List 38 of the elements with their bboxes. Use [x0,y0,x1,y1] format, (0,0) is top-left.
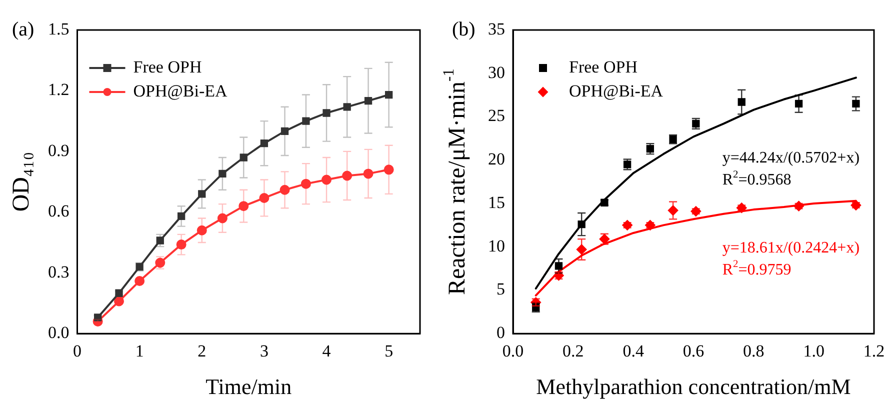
x-axis-title: Methylparathion concentration/mM [536,374,851,399]
x-tick-label: 0.2 [562,341,584,360]
y-axis-title: OD₄₁₀ [8,152,35,212]
x-tick-label: 1.0 [803,341,824,360]
x-tick-label: 3 [260,341,268,360]
x-tick-label: 0.6 [682,341,704,360]
legend-label: Free OPH [133,57,202,76]
legend-label: OPH@Bi-EA [133,81,228,100]
x-tick-label: 0.8 [743,341,764,360]
y-tick-label: 10 [488,236,505,256]
y-tick-label: 1.5 [48,19,70,38]
y-tick-label: 0.6 [48,202,70,221]
x-tick-label: 5 [384,341,394,360]
x-tick-label: 1.2 [863,341,885,360]
chart-title: (a) [12,18,34,40]
y-tick-label: 1.2 [48,80,70,100]
x-tick-label: 1 [135,341,144,360]
y-tick-label: 25 [488,106,505,126]
y-tick-label: 5 [496,280,505,299]
annotation: y=44.24x/(0.5702+x) [722,149,860,166]
x-tick-label: 0 [73,341,82,360]
y-tick-label: 0 [496,323,505,342]
annotation: y=18.61x/(0.2424+x) [722,239,860,256]
chart-title: (b) [452,18,476,40]
y-tick-label: 30 [488,62,505,82]
legend-label: OPH@Bi-EA [569,81,664,100]
x-tick-label: 2 [198,341,206,360]
y-tick-label: 15 [488,192,505,212]
y-tick-label: 0.9 [48,140,70,160]
y-tick-label: 20 [488,150,505,169]
x-axis-title: Time/min [206,374,292,399]
y-axis-title: Reaction rate/μM·min-1 [440,68,470,296]
legend-label: Free OPH [569,57,638,76]
x-tick-label: 4 [322,341,332,360]
y-tick-label: 0.0 [48,323,70,342]
x-tick-label: 0.4 [622,341,644,360]
y-tick-label: 0.3 [48,262,70,282]
y-tick-label: 35 [488,19,505,38]
